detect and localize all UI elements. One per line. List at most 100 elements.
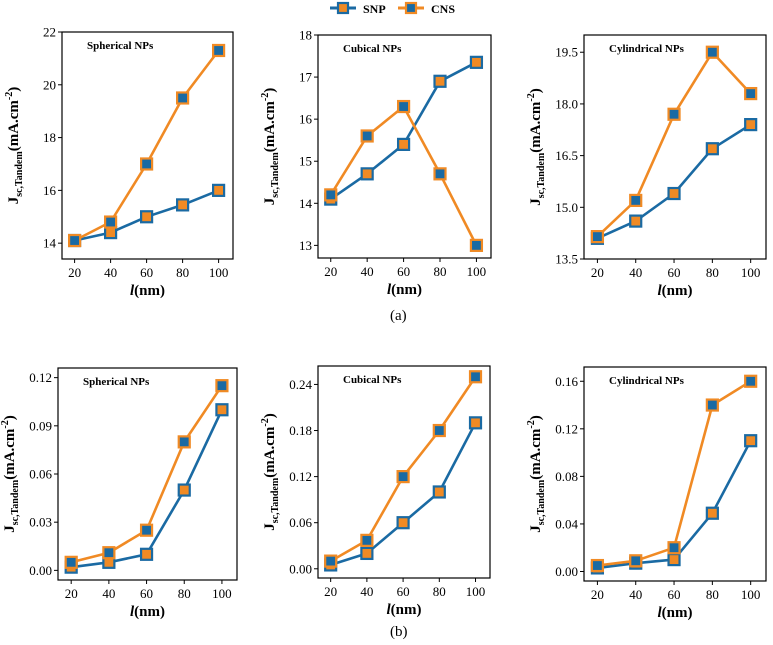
series-line-snp [330,422,477,567]
x-tick-label: 80 [434,264,447,279]
x-tick-label: 80 [433,584,446,599]
y-tick-label: 0.12 [289,469,312,484]
y-axis-label-close: ) [6,87,22,92]
y-tick-label: 0.16 [555,374,578,389]
data-point-snp [360,167,374,181]
y-axis-label-close: ) [262,413,278,418]
y-tick-label: 0.00 [289,561,312,576]
y-tick-label: 0.03 [29,515,52,530]
data-point-snp [432,485,446,499]
chart-title: Cylindrical NPs [609,375,685,387]
x-tick-label: 40 [629,265,642,280]
data-point-cns [667,541,681,555]
series-cns [324,370,483,568]
data-point-cns [67,233,82,248]
data-point-cns [705,398,719,412]
y-tick-label: 18 [43,130,56,145]
x-axis-label: l(nm) [387,282,422,298]
x-tick-label: 80 [706,587,719,602]
x-axis-label-italic: l [658,283,663,299]
y-tick-label: 0.12 [29,370,52,385]
series-cns [590,374,758,573]
data-point-cns [629,193,643,208]
x-axis-label: l(nm) [130,283,165,299]
y-axis-label-close: ) [2,415,18,420]
chart-title: Cubical NPs [343,43,402,55]
series-line-cns [596,50,752,238]
data-point-cns [103,215,118,229]
data-point-snp [705,506,719,520]
y-tick-label: 18 [299,28,312,43]
y-tick-label: 13.5 [555,252,578,267]
data-point-snp [212,183,226,197]
x-axis-label-italic: l [658,605,663,621]
x-axis-label-italic: l [130,283,135,299]
series-cns [67,43,226,248]
y-axis-label-close: ) [528,415,544,420]
series-line-cns [597,380,752,567]
y-axis-label-main: J [2,525,18,533]
x-axis-label: l(nm) [387,602,422,618]
y-tick-label: 20 [43,77,56,92]
plot-frame [61,31,234,260]
x-tick-label: 60 [397,264,410,279]
data-point-cns [176,91,190,105]
y-axis-label: Jsc,Tandem(mA.cm-2) [0,415,21,533]
y-axis-label: Jsc,Tandem(mA.cm-2) [260,88,281,206]
x-tick-label: 100 [466,584,486,599]
y-axis-label-sub: sc,Tandem [536,152,547,198]
data-point-cns [744,86,758,101]
x-tick-label: 40 [361,264,374,279]
x-tick-label: 100 [212,586,232,601]
y-axis-label-main: J [262,197,278,205]
x-tick-label: 60 [397,584,410,599]
y-axis-label: Jsc,Tandem(mA.cm-2) [260,413,281,531]
y-tick-label: 0.12 [555,421,578,436]
x-tick-label: 100 [741,265,761,280]
legend-item-cns: CNS [398,1,455,16]
x-tick-label: 60 [668,587,681,602]
data-point-cns [667,107,681,121]
x-axis-label-italic: l [387,282,392,298]
y-axis-label-unit: (mA.cm [262,426,278,478]
y-tick-label: 15.0 [555,200,578,215]
y-tick-label: 0.04 [555,516,578,531]
x-axis-label-unit: (nm) [662,605,693,621]
chart-title: Cubical NPs [343,374,402,386]
y-tick-label: 16 [43,183,57,198]
plot-frame [583,366,767,582]
data-point-cns [468,370,483,384]
data-point-snp [176,198,190,212]
series-snp [64,403,229,574]
data-point-cns [212,43,226,58]
data-point-cns [64,555,78,569]
x-tick-label: 40 [629,587,642,602]
panel-label-a: (a) [390,308,407,324]
chart-a1: 20 40 60 80 100 14 16 18 20 22 Spherical NPs l(nm) J… [4,25,234,299]
y-tick-label: 0.00 [555,564,578,579]
data-point-cns [396,470,410,484]
y-axis-label-sub: sc,Tandem [14,151,25,197]
x-tick-label: 20 [591,265,604,280]
x-tick-label: 20 [324,264,337,279]
data-point-cns [324,554,338,568]
series-line-snp [71,409,224,569]
x-tick-label: 20 [65,586,78,601]
data-point-cns [360,129,374,143]
x-axis-label-unit: (nm) [662,283,693,299]
y-axis-label-sup: -2 [0,420,11,428]
x-tick-label: 100 [467,264,487,279]
y-axis-label-sup: -2 [260,418,271,426]
series-cns [590,45,758,244]
x-tick-label: 100 [741,587,761,602]
y-axis-label-sup: -2 [526,93,537,101]
x-axis-label: l(nm) [658,605,693,621]
y-axis-label: Jsc,Tandem(mA.cm-2) [4,87,25,205]
x-tick-label: 40 [102,586,115,601]
x-axis-label-unit: (nm) [134,283,165,299]
x-tick-label: 20 [68,265,81,280]
y-tick-label: 19.5 [555,45,578,60]
y-axis-label-main: J [528,525,544,533]
y-axis-label-main: J [6,196,22,204]
